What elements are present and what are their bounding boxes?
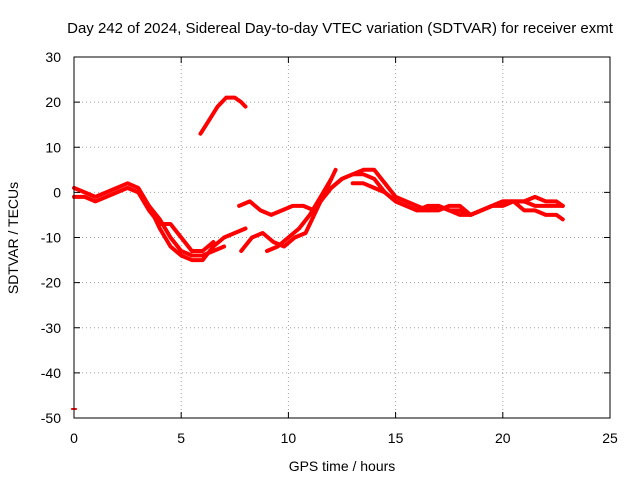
x-axis-label: GPS time / hours: [289, 458, 396, 474]
y-tick-label: 10: [45, 139, 61, 155]
grid: [74, 57, 610, 418]
y-tick-label: -50: [41, 410, 61, 426]
y-tick-label: -30: [41, 320, 61, 336]
y-tick-label: -10: [41, 230, 61, 246]
tick-labels: 0 5 10 15 20 25 -50 -40 -30 -20 -10 0 10 20 30: [41, 49, 618, 446]
x-tick-label: 5: [177, 430, 185, 446]
x-tick-label: 10: [281, 430, 297, 446]
series-trace-j: [350, 181, 565, 217]
y-tick-label: -40: [41, 365, 61, 381]
y-tick-label: -20: [41, 275, 61, 291]
chart-title: Day 242 of 2024, Sidereal Day-to-day VTE…: [67, 20, 614, 37]
y-axis-label: SDTVAR / TECUs: [5, 182, 21, 294]
y-tick-label: 30: [45, 49, 61, 65]
x-tick-label: 15: [388, 430, 404, 446]
ticks: [73, 56, 611, 419]
x-tick-label: 20: [495, 430, 511, 446]
x-tick-label: 0: [70, 430, 78, 446]
series-group: [70, 95, 565, 410]
series-trace-d: [198, 95, 248, 136]
series-trace-c: [147, 203, 227, 258]
series-trace-e: [237, 199, 317, 217]
y-tick-label: 0: [53, 184, 61, 200]
series-trace-b: [72, 185, 216, 253]
series-trace-g: [265, 176, 334, 253]
x-tick-label: 25: [602, 430, 618, 446]
y-tick-label: 20: [45, 94, 61, 110]
series-trace-i: [329, 167, 565, 222]
series-trace-a: [72, 181, 248, 263]
